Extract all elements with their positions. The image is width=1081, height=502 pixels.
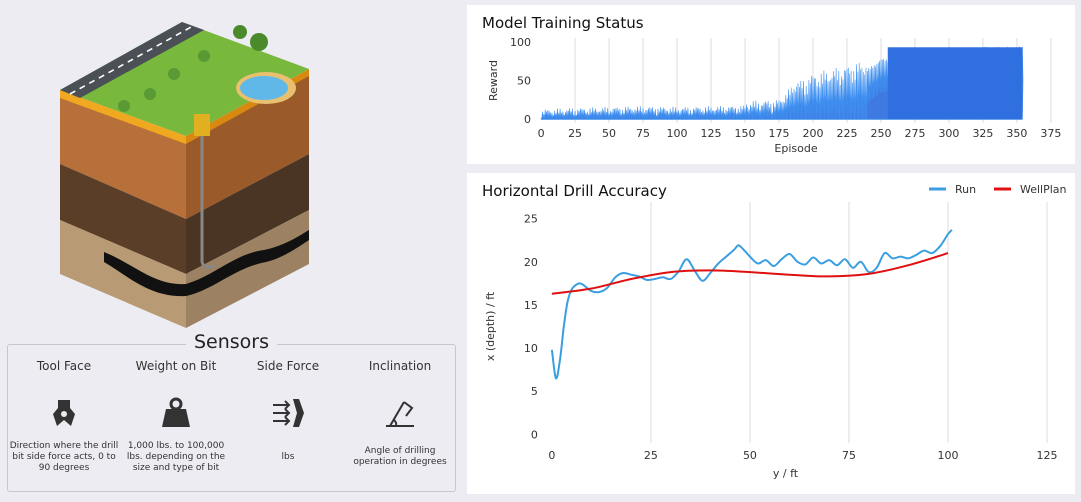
- sensor-name: Side Force: [256, 359, 320, 373]
- left-panel: Sensors Tool Face Direction where the dr…: [0, 0, 462, 502]
- x-tick-label: 375: [1040, 127, 1061, 140]
- x-tick-label: 25: [568, 127, 582, 140]
- x-tick-label: 0: [548, 449, 555, 462]
- x-tick-label: 50: [602, 127, 616, 140]
- sensor-name: Weight on Bit: [135, 359, 217, 373]
- y-axis-label: x (depth) / ft: [484, 291, 497, 361]
- sensors-panel: Sensors Tool Face Direction where the dr…: [7, 331, 456, 492]
- x-tick-label: 75: [636, 127, 650, 140]
- x-tick-label: 125: [701, 127, 722, 140]
- x-tick-label: 0: [538, 127, 545, 140]
- series-line-wellplan: [551, 252, 949, 295]
- sensor-desc: 1,000 lbs. to 100,000 lbs. depending on …: [126, 440, 226, 473]
- sensors-title: Sensors: [185, 331, 278, 353]
- x-tick-label: 25: [644, 449, 658, 462]
- x-tick-label: 75: [842, 449, 856, 462]
- sensor-tool-face: Tool Face Direction where the drill bit …: [8, 359, 120, 475]
- x-tick-label: 200: [802, 127, 823, 140]
- accuracy-chart: 0 25 50 75 100 125 0 5 10 15 20 25 y / ft x (depth) /…: [484, 183, 1067, 480]
- x-tick-label: 150: [735, 127, 756, 140]
- sensor-desc: Direction where the drill bit side force…: [9, 440, 119, 473]
- y-tick-label: 5: [531, 385, 538, 398]
- training-title: Model Training Status: [482, 14, 644, 32]
- x-tick-label: 225: [836, 127, 857, 140]
- series-line-run: [550, 229, 953, 380]
- y-tick-label: 50: [517, 75, 531, 88]
- y-axis-label: Reward: [487, 60, 500, 101]
- weight-icon: [120, 387, 232, 439]
- side-force-icon: [232, 387, 344, 439]
- sensor-side-force: Side Force lbs: [232, 359, 344, 475]
- accuracy-panel: Horizontal Drill Accuracy 0 25 50 75 100 125 0…: [467, 173, 1075, 494]
- x-tick-label: 250: [870, 127, 891, 140]
- accuracy-title: Horizontal Drill Accuracy: [482, 182, 667, 200]
- sensor-name: Inclination: [368, 359, 432, 373]
- y-tick-label: 100: [510, 36, 531, 49]
- reward-area-stable: [887, 47, 1023, 120]
- training-chart: 0 25 50 75 100 125 150 175 200 225 250 275 300 325 350…: [487, 36, 1061, 155]
- sensor-weight-on-bit: Weight on Bit 1,000 lbs. to 100,000 lbs.…: [120, 359, 232, 475]
- x-tick-label: 100: [667, 127, 688, 140]
- x-tick-label: 125: [1037, 449, 1058, 462]
- sensor-name: Tool Face: [36, 359, 92, 373]
- sensor-desc: Angle of drilling operation in degrees: [353, 446, 447, 467]
- y-tick-label: 0: [531, 428, 538, 441]
- sensor-desc: lbs: [281, 451, 295, 462]
- y-tick-label: 25: [524, 213, 538, 226]
- x-tick-label: 50: [743, 449, 757, 462]
- y-tick-label: 20: [524, 256, 538, 269]
- y-tick-label: 10: [524, 342, 538, 355]
- terrain-illustration: [60, 22, 309, 328]
- x-tick-label: 275: [904, 127, 925, 140]
- drill-bit-icon: [8, 387, 120, 439]
- y-tick-label: 15: [524, 299, 538, 312]
- legend-label: Run: [955, 183, 976, 196]
- legend-label: WellPlan: [1020, 183, 1067, 196]
- x-tick-label: 325: [972, 127, 993, 140]
- x-tick-label: 100: [937, 449, 958, 462]
- x-tick-label: 300: [938, 127, 959, 140]
- y-tick-label: 0: [524, 113, 531, 126]
- training-panel: Model Training Status 0 25 50 75 100 125 150 17…: [467, 5, 1075, 164]
- x-tick-label: 175: [769, 127, 790, 140]
- x-axis-label: Episode: [774, 142, 817, 155]
- inclination-icon: [344, 387, 456, 439]
- sensor-inclination: Inclination Angle of drilling operation …: [344, 359, 456, 475]
- x-axis-label: y / ft: [773, 467, 799, 480]
- x-tick-label: 350: [1006, 127, 1027, 140]
